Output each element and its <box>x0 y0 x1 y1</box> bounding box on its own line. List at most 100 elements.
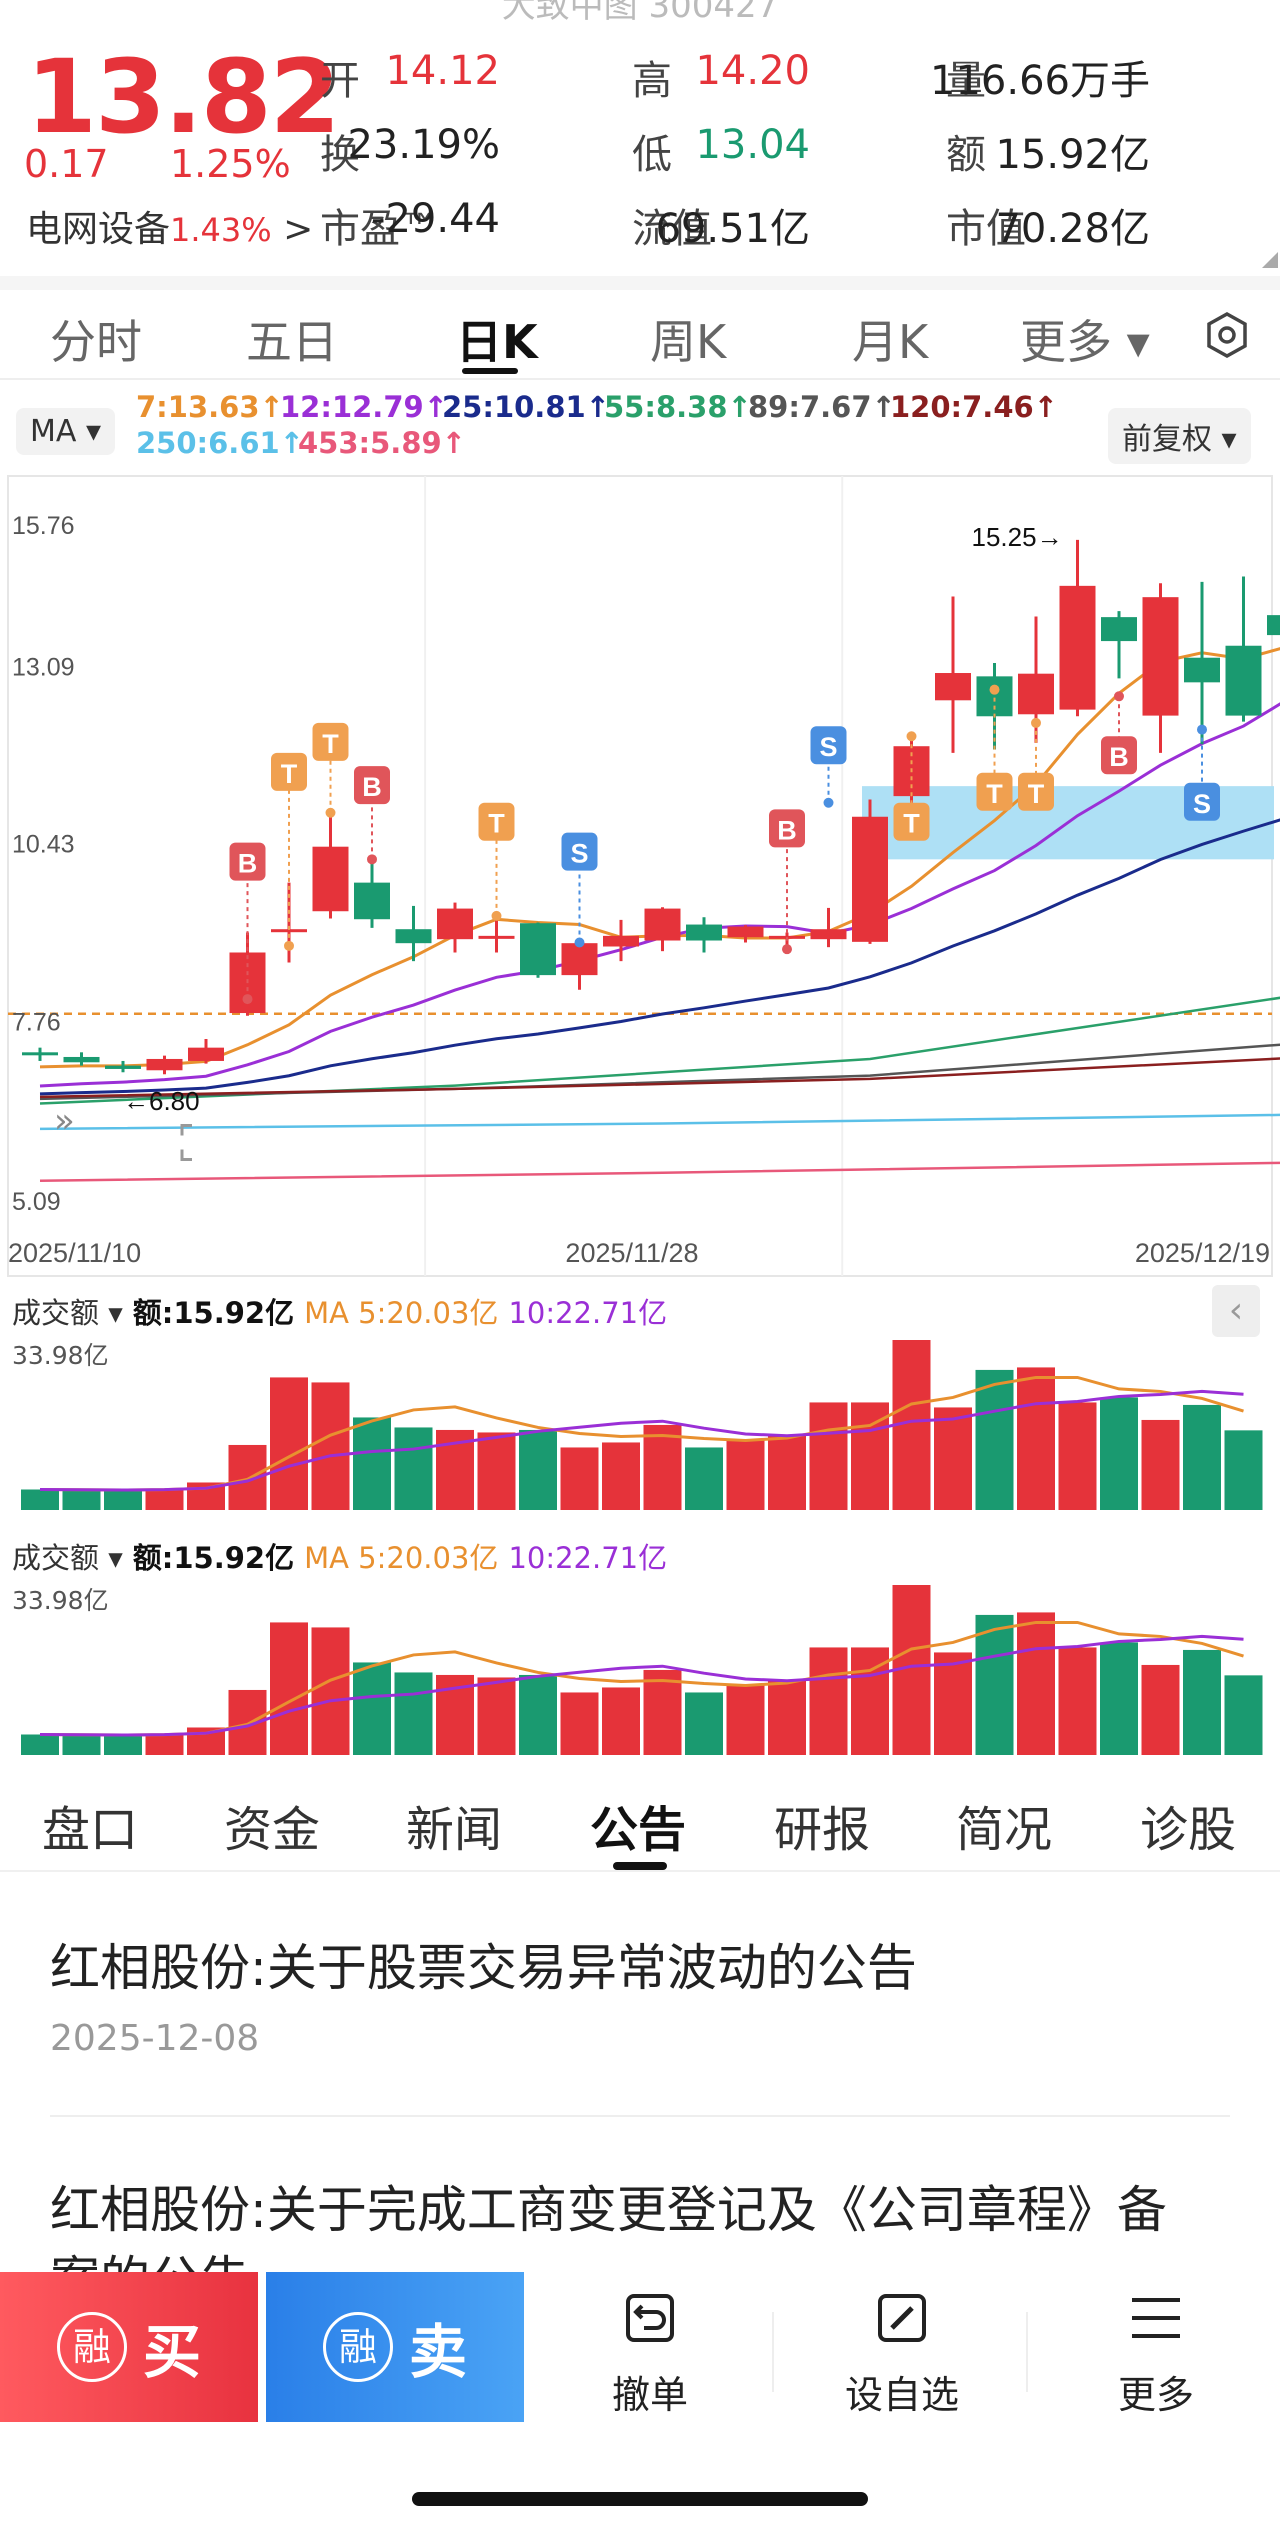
quote-value: 15.92亿 <box>995 132 1150 178</box>
news-tab[interactable]: 资金 <box>224 1802 321 1858</box>
t-signal-marker: T <box>322 729 339 759</box>
news-item-title[interactable]: 红相股份:关于完成工商变更登记及《公司章程》备 <box>50 2181 1167 2239</box>
volume-bar <box>643 1424 682 1510</box>
t-signal-marker: T <box>488 809 505 839</box>
cancel-order-button[interactable]: 撤单 <box>550 2290 750 2419</box>
buy-label: 买 <box>142 2318 201 2386</box>
candle-body <box>395 929 432 944</box>
margin-buy-button[interactable]: 融买 <box>0 2272 258 2422</box>
add-watchlist-button[interactable]: 设自选 <box>802 2290 1002 2419</box>
news-tab[interactable]: 盘口 <box>42 1802 139 1858</box>
candle-body <box>146 1058 183 1071</box>
adjust-select-button[interactable]: 前复权 ▾ <box>1108 408 1251 464</box>
chart-frame <box>7 475 1273 1277</box>
signal-marker <box>810 726 847 765</box>
signal-dot <box>782 944 792 955</box>
news-tab[interactable]: 诊股 <box>1140 1802 1237 1858</box>
x-axis-label: 2025/11/28 <box>565 1238 698 1268</box>
corner-expand-icon[interactable] <box>1262 252 1278 268</box>
news-tab[interactable]: 新闻 <box>406 1802 503 1858</box>
candle-body <box>852 816 888 942</box>
signal-dot <box>242 994 253 1005</box>
tab-daily-k[interactable]: 日K <box>456 315 538 369</box>
kline-chart[interactable]: 15.76 13.09 10.43 7.76 5.09 2025/11/10 2025/11… <box>0 470 1280 1280</box>
volume-bar <box>145 1488 184 1510</box>
volume-bar <box>353 1662 391 1755</box>
volume-amount: 额:15.92亿 <box>132 1296 295 1330</box>
x-axis-label: 2025/11/10 <box>8 1238 141 1268</box>
volume-bar <box>768 1434 806 1510</box>
buy-signal-marker: B <box>362 772 382 802</box>
candle-body <box>561 943 598 976</box>
volume-bar <box>602 1442 640 1510</box>
ma12-line <box>39 702 1280 1088</box>
volume-bar <box>1017 1612 1055 1755</box>
ma-select-button[interactable]: MA ▾ <box>16 408 116 455</box>
news-tab[interactable]: 研报 <box>774 1802 871 1858</box>
tab-five-day[interactable]: 五日 <box>246 315 338 369</box>
tab-monthly-k[interactable]: 月K <box>852 315 929 369</box>
volume-bar <box>768 1679 806 1755</box>
volume-bar <box>1100 1642 1138 1755</box>
margin-sell-button[interactable]: 融卖 <box>266 2272 524 2422</box>
quote-value: 13.04 <box>695 122 810 168</box>
volume-bar <box>394 1427 433 1510</box>
tab-fenshi[interactable]: 分时 <box>50 315 142 369</box>
volume-bar <box>519 1429 557 1510</box>
settings-icon[interactable] <box>1202 310 1252 360</box>
ma250-line <box>39 1113 1280 1131</box>
ma-legend-item: 120:7.46↑ <box>890 390 1058 424</box>
volume-bar <box>934 1652 972 1755</box>
signal-dot <box>823 797 834 808</box>
signal-dot <box>906 731 917 742</box>
collapse-panel-icon[interactable]: ‹ <box>1212 1285 1260 1337</box>
candle-body <box>105 1065 141 1069</box>
volume-bar <box>1141 1664 1180 1755</box>
x-axis-label: 2025/12/19 <box>1135 1238 1270 1268</box>
t-signal-marker: T <box>281 759 298 789</box>
ma25-line <box>39 818 1280 1096</box>
more-label: 更多 <box>1117 2373 1194 2417</box>
volume-title-select[interactable]: 成交额 ▾ <box>12 1541 123 1575</box>
current-price: 13.82 <box>26 38 341 157</box>
quote-value: -29.44 <box>371 196 500 242</box>
volume-bar <box>477 1677 516 1755</box>
price-change: 0.17 <box>24 142 109 186</box>
industry-name: 电网设备 <box>26 209 171 250</box>
stock-name-code: 大致中图 300427 <box>501 0 779 26</box>
volume-ma5: MA 5:20.03亿 <box>304 1296 499 1330</box>
y-axis-label: 15.76 <box>12 512 75 540</box>
more-button[interactable]: 更多 <box>1056 2290 1256 2419</box>
buy-signal-marker: B <box>1109 742 1129 772</box>
volume-bar <box>643 1669 682 1755</box>
news-item-title[interactable]: 红相股份:关于股票交易异常波动的公告 <box>50 1939 917 1997</box>
toolbar-divider <box>772 2312 774 2392</box>
volume-bar <box>934 1407 972 1510</box>
expand-left-icon: » <box>54 1101 75 1141</box>
candle-body <box>603 935 639 947</box>
tab-more[interactable]: 更多 ▾ <box>1020 315 1150 369</box>
volume-bar <box>311 1627 350 1755</box>
candle-body <box>1101 617 1137 642</box>
volume-bar <box>975 1369 1014 1510</box>
signal-marker <box>976 772 1013 811</box>
buy-signal-marker: B <box>238 849 258 879</box>
quote-value: 14.20 <box>695 48 810 94</box>
candle-body <box>1267 615 1280 636</box>
industry-link[interactable]: 电网设备1.43% > <box>26 200 313 252</box>
candle-body <box>312 846 349 912</box>
add-watchlist-label: 设自选 <box>844 2373 959 2417</box>
candle-body <box>354 882 390 920</box>
volume-title-select[interactable]: 成交额 ▾ <box>12 1296 123 1330</box>
volume-bar <box>1058 1402 1097 1510</box>
news-tab[interactable]: 简况 <box>956 1802 1053 1858</box>
tab-weekly-k[interactable]: 周K <box>650 315 727 369</box>
volume-bar <box>477 1432 516 1510</box>
volume-bar <box>270 1622 308 1755</box>
quote-label: 低 <box>632 132 672 178</box>
y-axis-label: 5.09 <box>12 1188 61 1216</box>
news-tab[interactable]: 公告 <box>590 1802 687 1858</box>
volume-axis-max: 33.98亿 <box>12 1341 109 1370</box>
signal-marker <box>769 809 805 848</box>
quote-value: 116.66万手 <box>930 58 1150 104</box>
